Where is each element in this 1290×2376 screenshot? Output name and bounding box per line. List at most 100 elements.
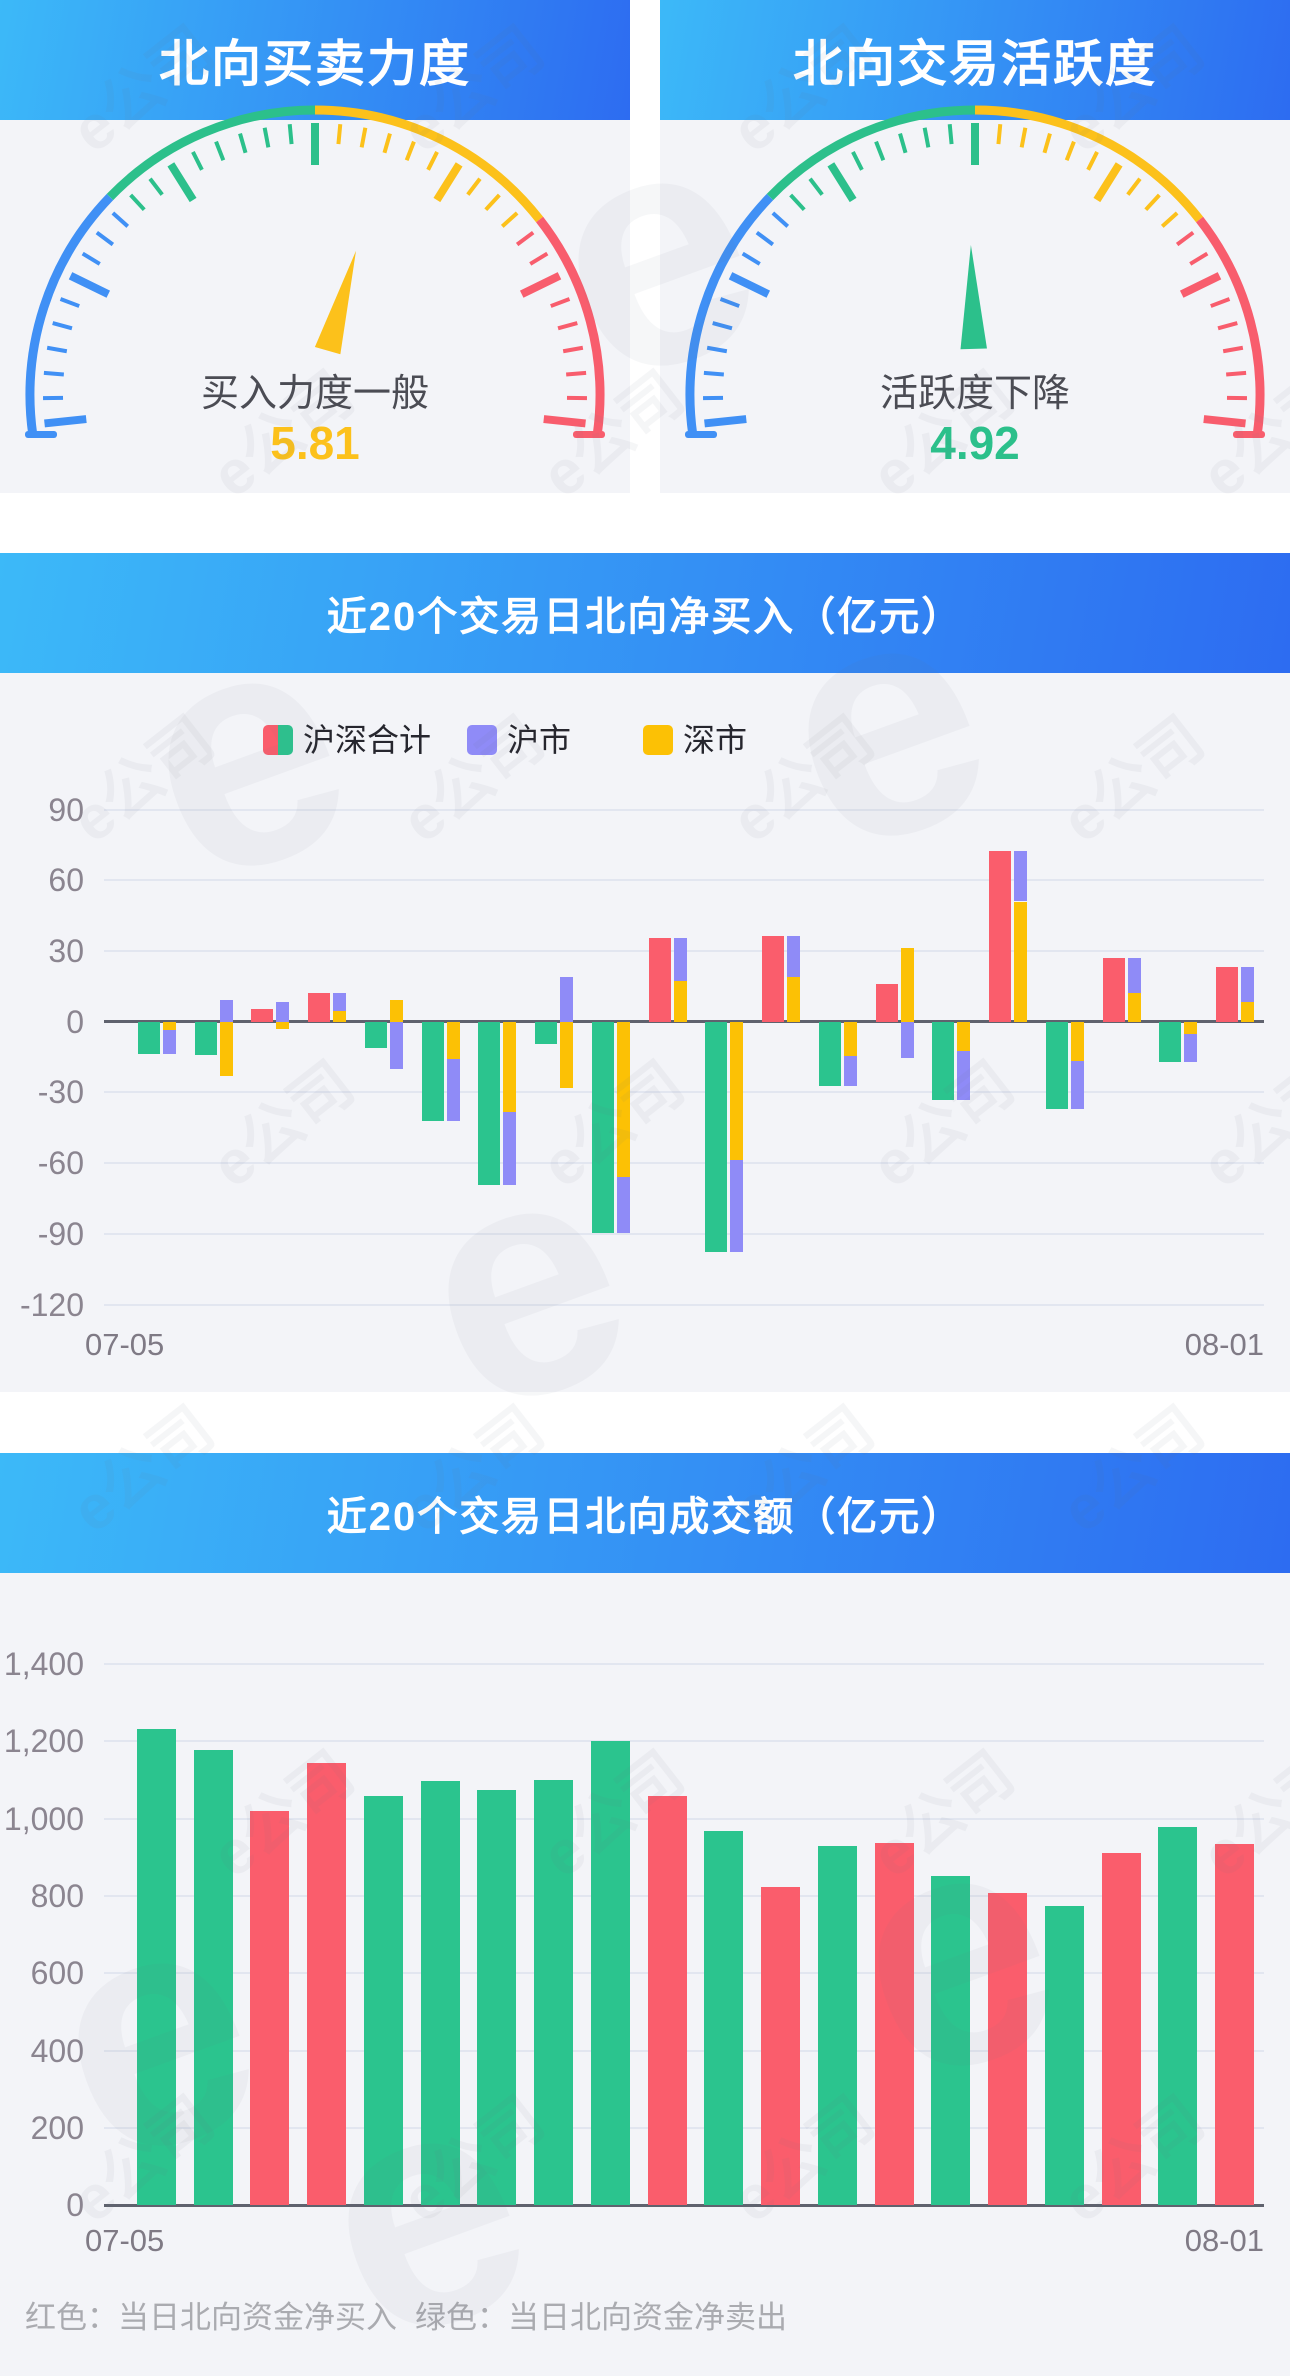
bar-shenzhen-20[interactable] bbox=[1241, 1002, 1255, 1022]
bar-total-4[interactable] bbox=[308, 992, 331, 1022]
turnover-bar-8[interactable] bbox=[534, 1779, 574, 2206]
bar-shenzhen-13[interactable] bbox=[843, 1021, 857, 1057]
gauge-tick bbox=[996, 123, 1003, 145]
bar-total-20[interactable] bbox=[1216, 966, 1239, 1022]
net-buy-chart-header: 近20个交易日北向净买入（亿元） bbox=[0, 553, 1290, 673]
y-axis-label: 400 bbox=[30, 2032, 84, 2069]
bar-total-17[interactable] bbox=[1045, 1021, 1068, 1110]
turnover-bar-15[interactable] bbox=[931, 1875, 971, 2206]
bar-shenzhen-2[interactable] bbox=[219, 1021, 233, 1076]
turnover-bar-20[interactable] bbox=[1215, 1843, 1255, 2206]
turnover-bar-4[interactable] bbox=[307, 1762, 347, 2206]
gauge-end-dash bbox=[1233, 431, 1265, 438]
turnover-bar-17[interactable] bbox=[1044, 1906, 1084, 2206]
turnover-bar-5[interactable] bbox=[363, 1795, 403, 2206]
gauge-tick bbox=[827, 162, 857, 203]
bar-shanghai-17[interactable] bbox=[1070, 1060, 1084, 1110]
bar-shanghai-9[interactable] bbox=[616, 1176, 630, 1234]
bar-total-9[interactable] bbox=[591, 1021, 614, 1234]
bar-shenzhen-3[interactable] bbox=[276, 1021, 290, 1029]
legend-swatch-shenzhen[interactable] bbox=[643, 725, 673, 755]
turnover-bar-6[interactable] bbox=[420, 1780, 460, 2206]
bar-shanghai-14[interactable] bbox=[900, 1021, 914, 1059]
gauge-tick bbox=[404, 140, 416, 161]
gauge-arc-segment bbox=[1196, 216, 1265, 436]
bar-shanghai-11[interactable] bbox=[730, 1159, 744, 1253]
bar-total-13[interactable] bbox=[818, 1021, 841, 1087]
bar-shenzhen-9[interactable] bbox=[616, 1021, 630, 1177]
bar-shanghai-4[interactable] bbox=[333, 992, 347, 1011]
bar-shenzhen-12[interactable] bbox=[787, 976, 801, 1022]
bar-shanghai-13[interactable] bbox=[843, 1056, 857, 1087]
bar-shenzhen-15[interactable] bbox=[957, 1021, 971, 1051]
turnover-bar-13[interactable] bbox=[817, 1845, 857, 2206]
bar-total-10[interactable] bbox=[648, 938, 671, 1022]
bar-shanghai-15[interactable] bbox=[957, 1050, 971, 1101]
legend-item-total[interactable]: 沪深合计 bbox=[303, 722, 432, 758]
bar-total-18[interactable] bbox=[1102, 958, 1125, 1022]
turnover-bar-14[interactable] bbox=[874, 1842, 914, 2206]
legend-item-shenzhen[interactable]: 深市 bbox=[683, 722, 748, 758]
bar-shenzhen-8[interactable] bbox=[560, 1021, 574, 1089]
bar-shenzhen-14[interactable] bbox=[900, 947, 914, 1022]
bar-shenzhen-19[interactable] bbox=[1184, 1021, 1198, 1034]
bar-shanghai-5[interactable] bbox=[389, 1021, 403, 1070]
bar-shenzhen-1[interactable] bbox=[163, 1021, 176, 1031]
bar-shanghai-19[interactable] bbox=[1184, 1033, 1198, 1063]
bar-shanghai-20[interactable] bbox=[1241, 966, 1255, 1003]
gridline bbox=[104, 1303, 1264, 1306]
bar-shanghai-6[interactable] bbox=[446, 1058, 460, 1121]
bar-shenzhen-6[interactable] bbox=[446, 1021, 460, 1059]
bar-total-19[interactable] bbox=[1159, 1021, 1182, 1063]
gauge-tick bbox=[922, 127, 931, 148]
bar-shenzhen-16[interactable] bbox=[1014, 901, 1028, 1022]
bar-shanghai-18[interactable] bbox=[1127, 958, 1141, 994]
bar-total-16[interactable] bbox=[989, 850, 1012, 1022]
gauge-tick bbox=[789, 193, 806, 212]
bar-total-15[interactable] bbox=[932, 1021, 955, 1101]
bar-shenzhen-11[interactable] bbox=[730, 1021, 744, 1160]
bar-shanghai-2[interactable] bbox=[219, 1000, 233, 1022]
bar-shenzhen-17[interactable] bbox=[1070, 1021, 1084, 1061]
y-axis-label: 1,000 bbox=[3, 1800, 84, 1837]
legend-swatch-total[interactable] bbox=[263, 725, 293, 755]
bar-total-7[interactable] bbox=[478, 1021, 501, 1185]
bar-total-6[interactable] bbox=[421, 1021, 444, 1121]
turnover-bar-10[interactable] bbox=[647, 1795, 687, 2206]
turnover-bar-3[interactable] bbox=[250, 1810, 290, 2206]
bar-shenzhen-18[interactable] bbox=[1127, 993, 1141, 1022]
turnover-bar-11[interactable] bbox=[704, 1831, 744, 2206]
turnover-bar-12[interactable] bbox=[761, 1886, 801, 2206]
turnover-bar-2[interactable] bbox=[193, 1749, 233, 2206]
y-axis-label: 800 bbox=[30, 1877, 84, 1914]
bar-total-2[interactable] bbox=[194, 1021, 217, 1055]
gauge-arc-segment bbox=[766, 105, 976, 201]
bar-total-5[interactable] bbox=[364, 1021, 387, 1048]
bar-total-3[interactable] bbox=[251, 1009, 274, 1022]
gauge-tick bbox=[1144, 193, 1161, 212]
bar-shanghai-8[interactable] bbox=[560, 976, 574, 1022]
bar-shenzhen-4[interactable] bbox=[333, 1010, 347, 1022]
bar-shenzhen-5[interactable] bbox=[389, 1000, 403, 1022]
turnover-bar-19[interactable] bbox=[1158, 1826, 1198, 2206]
bar-total-11[interactable] bbox=[705, 1021, 728, 1253]
bar-shanghai-16[interactable] bbox=[1014, 850, 1028, 902]
bar-shanghai-12[interactable] bbox=[787, 936, 801, 977]
turnover-bar-9[interactable] bbox=[590, 1740, 630, 2206]
turnover-bar-18[interactable] bbox=[1101, 1852, 1141, 2206]
bar-shenzhen-7[interactable] bbox=[503, 1021, 517, 1112]
bar-shanghai-7[interactable] bbox=[503, 1111, 517, 1185]
bar-shanghai-3[interactable] bbox=[276, 1002, 290, 1022]
turnover-bar-1[interactable] bbox=[137, 1729, 176, 2206]
bar-shanghai-1[interactable] bbox=[163, 1030, 176, 1054]
bar-total-8[interactable] bbox=[535, 1021, 558, 1044]
bar-total-12[interactable] bbox=[762, 936, 785, 1022]
turnover-bar-7[interactable] bbox=[477, 1790, 517, 2206]
legend-item-shanghai[interactable]: 沪市 bbox=[507, 722, 572, 758]
bar-shanghai-10[interactable] bbox=[673, 938, 687, 982]
bar-shenzhen-10[interactable] bbox=[673, 981, 687, 1022]
turnover-bar-16[interactable] bbox=[988, 1893, 1028, 2206]
bar-total-1[interactable] bbox=[138, 1021, 160, 1054]
legend-swatch-shanghai[interactable] bbox=[467, 725, 497, 755]
bar-total-14[interactable] bbox=[875, 984, 898, 1022]
